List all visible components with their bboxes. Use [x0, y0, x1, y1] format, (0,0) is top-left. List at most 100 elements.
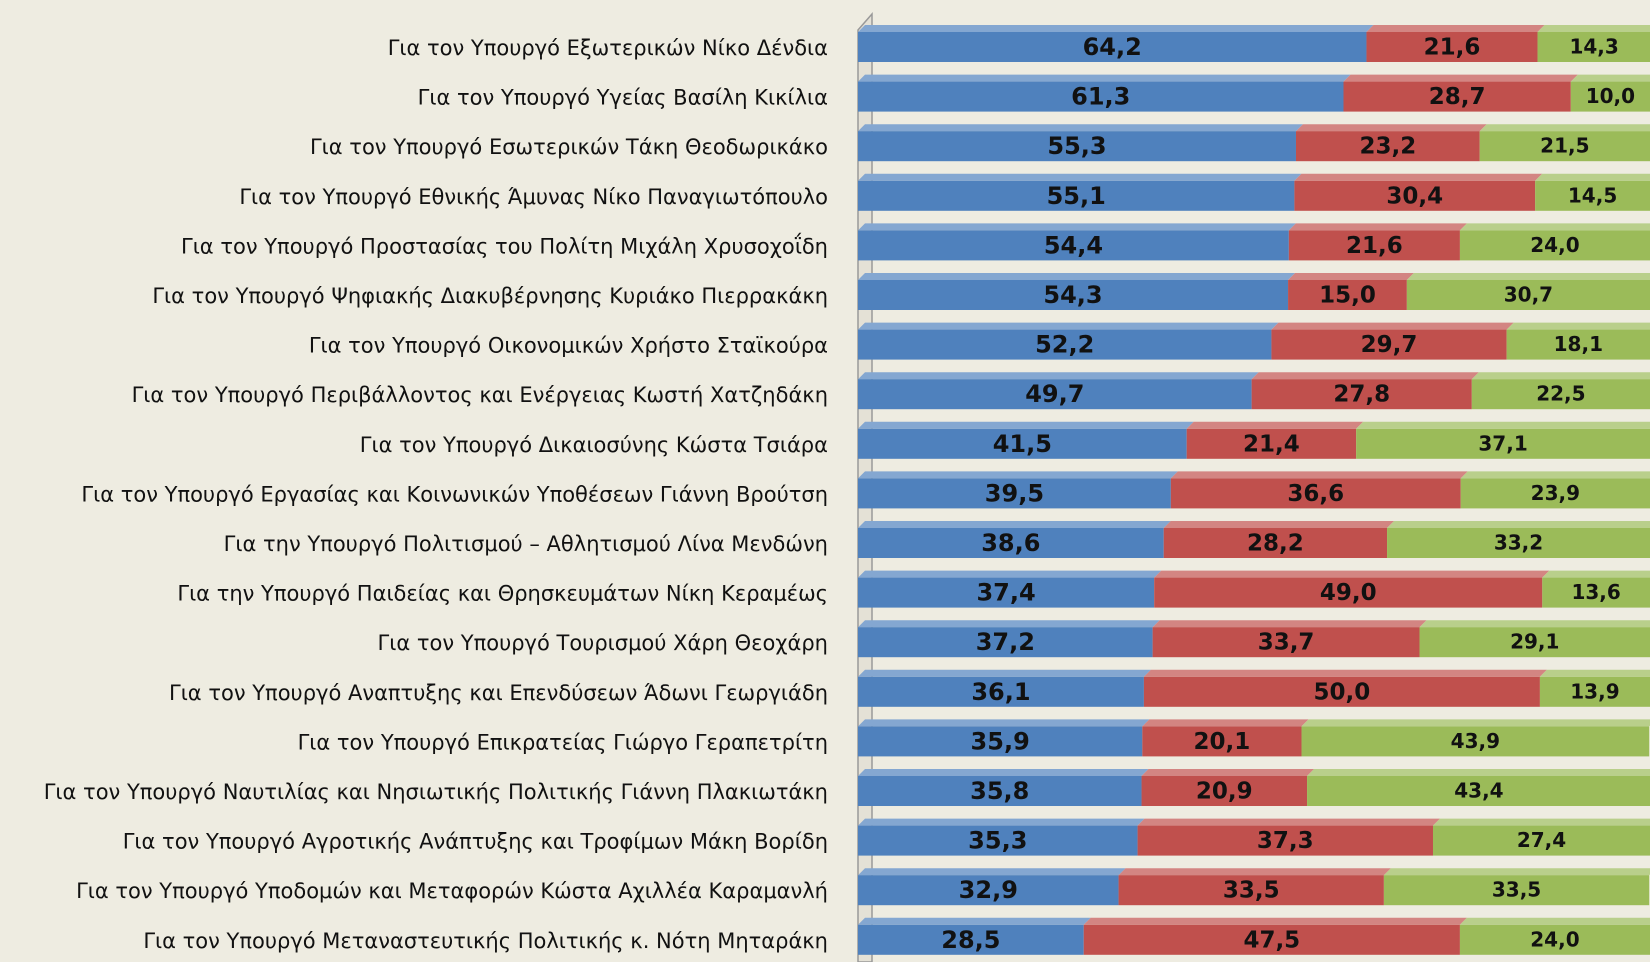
bar-segment	[1152, 627, 1420, 658]
data-label: 36,6	[1287, 481, 1344, 507]
bar-segment	[858, 676, 1144, 707]
bar-top	[858, 669, 1151, 677]
bar-top	[1163, 521, 1395, 528]
data-label: 21,4	[1243, 431, 1300, 457]
bar-top	[1154, 570, 1550, 578]
data-label: 27,8	[1333, 382, 1390, 408]
data-label: 33,5	[1223, 878, 1280, 904]
data-label: 18,1	[1554, 332, 1603, 356]
data-label: 35,3	[968, 827, 1027, 855]
data-label: 49,7	[1025, 380, 1084, 408]
category-label: Για τον Υπουργό Δικαιοσύνης Κώστα Τσιάρα	[360, 433, 828, 457]
data-label: 36,1	[971, 678, 1030, 706]
bar-segment	[1471, 379, 1650, 410]
category-label: Για τον Υπουργό Εξωτερικών Νίκο Δένδια	[388, 36, 828, 60]
bar-top	[1170, 471, 1468, 479]
data-label: 14,3	[1569, 35, 1618, 59]
data-label: 35,8	[970, 777, 1029, 805]
bar-segment	[1163, 528, 1388, 558]
bar-segment	[1432, 825, 1650, 856]
bar-top	[1295, 124, 1487, 132]
data-label: 33,2	[1494, 531, 1543, 555]
data-label: 13,9	[1570, 679, 1619, 703]
bar-segment	[858, 924, 1084, 955]
bar-segment	[858, 627, 1153, 658]
bar-segment	[1301, 726, 1650, 757]
data-label: 54,3	[1043, 281, 1102, 309]
bar-segment	[1570, 81, 1650, 112]
data-label: 49,0	[1320, 580, 1377, 606]
data-label: 43,9	[1451, 729, 1500, 753]
bar-top	[1307, 769, 1650, 776]
bar-segment	[1479, 131, 1650, 162]
bar-top	[1288, 223, 1467, 231]
bar-segment	[858, 329, 1272, 360]
data-label: 28,5	[941, 926, 1000, 954]
bar-segment	[858, 81, 1344, 112]
bar-top	[858, 570, 1162, 578]
data-label: 23,2	[1359, 134, 1416, 160]
bar-top	[858, 521, 1171, 528]
data-label: 29,7	[1361, 332, 1418, 358]
data-label: 30,7	[1504, 283, 1553, 307]
bar-segment	[1137, 825, 1433, 856]
bar-segment	[858, 577, 1155, 608]
bar-top	[858, 74, 1351, 82]
bar-top	[1271, 322, 1514, 330]
bar-segment	[858, 478, 1171, 509]
bar-top	[1118, 868, 1391, 876]
bar-top	[1383, 868, 1650, 876]
category-label: Για τον Υπουργό Εργασίας και Κοινωνικών …	[81, 482, 828, 506]
bar-top	[858, 25, 1374, 32]
bar-segment	[858, 180, 1295, 211]
category-label: Για τον Υπουργό Εσωτερικών Τάκη Θεοδωρικ…	[310, 135, 828, 159]
category-label: Για τον Υπουργό Περιβάλλοντος και Ενέργε…	[132, 383, 828, 407]
bar-top	[1506, 322, 1650, 330]
data-label: 27,4	[1517, 828, 1566, 852]
data-label: 21,5	[1540, 134, 1589, 158]
bar-top	[1294, 173, 1543, 181]
data-label: 14,5	[1568, 183, 1617, 207]
bar-top	[1143, 669, 1547, 677]
bar-top	[1432, 818, 1650, 826]
bar-top	[1535, 173, 1650, 181]
category-label: Για τον Υπουργό Εθνικής Άμυνας Νίκο Πανα…	[239, 185, 828, 209]
bar-top	[1542, 570, 1650, 578]
bar-segment	[858, 776, 1142, 806]
bar-segment	[1271, 329, 1507, 360]
data-label: 35,9	[971, 727, 1030, 755]
data-label: 24,0	[1530, 927, 1579, 951]
data-label: 33,7	[1258, 630, 1315, 656]
bar-top	[1083, 917, 1467, 925]
bar-top	[1141, 769, 1315, 776]
bar-segment	[858, 230, 1289, 261]
bar-top	[1537, 25, 1650, 32]
bar-top	[1343, 74, 1578, 82]
bar-top	[858, 421, 1194, 429]
category-label: Για τον Υπουργό Υγείας Βασίλη Κικίλια	[418, 86, 828, 110]
data-label: 43,4	[1454, 779, 1503, 803]
data-label: 22,5	[1536, 382, 1585, 406]
category-label: Για την Υπουργό Παιδείας και Θρησκευμάτω…	[177, 582, 828, 606]
bar-segment	[1460, 478, 1650, 509]
bar-segment	[1542, 577, 1650, 608]
bar-segment	[1288, 230, 1460, 261]
bar-segment	[1142, 726, 1302, 757]
bar-segment	[858, 379, 1252, 410]
bar-segment	[1343, 81, 1571, 112]
bar-segment	[1383, 875, 1650, 906]
bar-top	[1479, 124, 1650, 132]
data-label: 55,3	[1047, 132, 1106, 160]
data-label: 28,7	[1429, 84, 1486, 110]
bar-segment	[1356, 428, 1650, 459]
data-label: 23,9	[1531, 481, 1580, 505]
data-label: 10,0	[1586, 84, 1635, 108]
bar-segment	[1288, 280, 1407, 310]
bar-top	[858, 223, 1296, 231]
data-label: 29,1	[1510, 630, 1559, 654]
category-label: Για τον Υπουργό Μεταναστευτικής Πολιτική…	[143, 929, 828, 953]
bar-segment	[858, 280, 1289, 310]
category-label: Για τον Υπουργό Ναυτιλίας και Νησιωτικής…	[44, 780, 828, 804]
category-label: Για τον Υπουργό Οικονομικών Χρήστο Σταϊκ…	[309, 334, 828, 358]
bar-segment	[1251, 379, 1472, 410]
